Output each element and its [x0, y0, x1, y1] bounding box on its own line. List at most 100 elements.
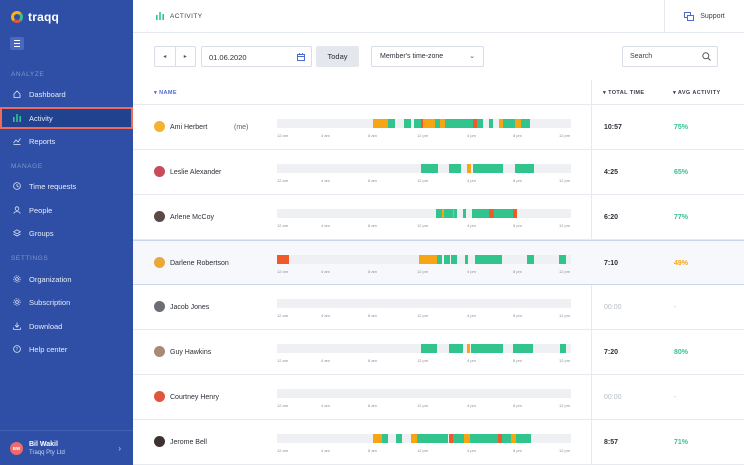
sidebar-item-dashboard[interactable]: Dashboard: [0, 83, 133, 105]
activity-segment[interactable]: [464, 255, 469, 264]
activity-segment[interactable]: [558, 255, 567, 264]
activity-segment[interactable]: [513, 209, 518, 218]
activity-segment[interactable]: [440, 119, 446, 128]
table-row[interactable]: Jerome Bell 12 am 4 am 8 am 12 pm 4 pm 8 pm 12 …: [133, 420, 744, 465]
activity-segment[interactable]: [472, 209, 490, 218]
activity-segment[interactable]: [448, 434, 453, 443]
sidebar-item-groups[interactable]: Groups: [0, 222, 133, 244]
member-name[interactable]: Leslie Alexander: [170, 169, 222, 176]
activity-segment[interactable]: [454, 209, 457, 218]
calendar-icon[interactable]: [297, 53, 305, 61]
activity-segment[interactable]: [511, 434, 517, 443]
activity-segment[interactable]: [526, 255, 535, 264]
sidebar-item-time-requests[interactable]: Time requests: [0, 175, 133, 197]
activity-segment[interactable]: [501, 434, 512, 443]
member-name[interactable]: Jerome Bell: [170, 439, 207, 446]
activity-segment[interactable]: [396, 434, 402, 443]
activity-segment[interactable]: [373, 434, 383, 443]
activity-segment[interactable]: [417, 434, 449, 443]
activity-segment[interactable]: [521, 119, 531, 128]
activity-segment[interactable]: [434, 119, 441, 128]
activity-segment[interactable]: [498, 434, 502, 443]
activity-timeline[interactable]: [277, 209, 571, 218]
activity-segment[interactable]: [420, 344, 438, 353]
activity-segment[interactable]: [382, 434, 389, 443]
table-row[interactable]: Leslie Alexander 12 am 4 am 8 am 12 pm 4 pm 8 …: [133, 150, 744, 195]
activity-segment[interactable]: [469, 434, 499, 443]
activity-segment[interactable]: [444, 255, 451, 264]
activity-segment[interactable]: [477, 119, 483, 128]
activity-segment[interactable]: [499, 119, 504, 128]
column-header-avg-activity[interactable]: ▾ AVG ACTIVITY: [673, 90, 721, 96]
member-name[interactable]: Ami Herbert: [170, 124, 208, 131]
search-input[interactable]: Search: [622, 46, 718, 67]
menu-toggle-button[interactable]: [10, 37, 24, 50]
activity-timeline[interactable]: [277, 344, 571, 353]
sidebar-item-download[interactable]: Download: [0, 315, 133, 337]
activity-segment[interactable]: [420, 119, 424, 128]
activity-segment[interactable]: [404, 119, 411, 128]
member-name[interactable]: Courtney Henry: [170, 394, 220, 401]
activity-segment[interactable]: [489, 209, 495, 218]
activity-segment[interactable]: [467, 344, 470, 353]
activity-timeline[interactable]: [277, 299, 571, 308]
search-icon[interactable]: [702, 52, 711, 61]
activity-segment[interactable]: [414, 119, 421, 128]
activity-timeline[interactable]: [277, 389, 571, 398]
activity-segment[interactable]: [443, 209, 453, 218]
activity-segment[interactable]: [474, 255, 502, 264]
sidebar-item-activity[interactable]: Activity: [0, 107, 133, 129]
sidebar-item-people[interactable]: People: [0, 199, 133, 221]
activity-segment[interactable]: [513, 344, 533, 353]
date-input[interactable]: 01.06.2020: [201, 46, 312, 67]
activity-segment[interactable]: [373, 119, 389, 128]
table-row[interactable]: Guy Hawkins 12 am 4 am 8 am 12 pm 4 pm 8 pm 12 …: [133, 330, 744, 375]
activity-segment[interactable]: [514, 164, 535, 173]
table-row[interactable]: Arlene McCoy 12 am 4 am 8 am 12 pm 4 pm 8 pm 12…: [133, 195, 744, 240]
activity-segment[interactable]: [445, 119, 473, 128]
prev-day-button[interactable]: ◂: [163, 54, 167, 60]
sidebar-item-subscription[interactable]: Subscription: [0, 291, 133, 313]
next-day-button[interactable]: ▸: [174, 47, 196, 66]
activity-segment[interactable]: [410, 434, 418, 443]
timezone-select[interactable]: Member's time-zone ⌄: [371, 46, 484, 67]
activity-segment[interactable]: [449, 344, 464, 353]
activity-segment[interactable]: [516, 434, 531, 443]
activity-segment[interactable]: [470, 344, 504, 353]
activity-segment[interactable]: [503, 119, 515, 128]
member-name[interactable]: Arlene McCoy: [170, 214, 214, 221]
activity-segment[interactable]: [420, 164, 438, 173]
activity-segment[interactable]: [467, 164, 471, 173]
activity-segment[interactable]: [423, 119, 435, 128]
activity-timeline[interactable]: [277, 164, 571, 173]
activity-segment[interactable]: [452, 209, 455, 218]
activity-segment[interactable]: [277, 255, 290, 264]
sidebar-item-organization[interactable]: Organization: [0, 268, 133, 290]
activity-segment[interactable]: [450, 255, 458, 264]
activity-segment[interactable]: [437, 255, 442, 264]
column-header-total-time[interactable]: ▾ TOTAL TIME: [603, 90, 645, 96]
today-button[interactable]: Today: [316, 46, 359, 67]
activity-segment[interactable]: [473, 119, 478, 128]
activity-segment[interactable]: [473, 164, 504, 173]
support-button[interactable]: Support: [664, 0, 744, 33]
activity-segment[interactable]: [441, 209, 444, 218]
activity-segment[interactable]: [494, 209, 513, 218]
activity-segment[interactable]: [464, 434, 470, 443]
table-row[interactable]: Courtney Henry 12 am 4 am 8 am 12 pm 4 pm 8 pm…: [133, 375, 744, 420]
activity-segment[interactable]: [436, 209, 442, 218]
member-name[interactable]: Darlene Robertson: [170, 260, 229, 267]
table-row[interactable]: Jacob Jones 12 am 4 am 8 am 12 pm 4 pm 8 pm 12 …: [133, 285, 744, 330]
app-logo[interactable]: traqq: [11, 10, 59, 24]
table-row[interactable]: Darlene Robertson 12 am 4 am 8 am 12 pm 4 pm 8…: [133, 240, 744, 285]
column-header-name[interactable]: ▾ NAME: [154, 90, 177, 96]
activity-segment[interactable]: [452, 434, 464, 443]
activity-segment[interactable]: [419, 255, 438, 264]
activity-timeline[interactable]: [277, 434, 571, 443]
member-name[interactable]: Jacob Jones: [170, 304, 210, 311]
activity-timeline[interactable]: [277, 255, 571, 264]
activity-segment[interactable]: [449, 164, 461, 173]
activity-segment[interactable]: [463, 209, 467, 218]
sidebar-item-reports[interactable]: Reports: [0, 130, 133, 152]
member-name[interactable]: Guy Hawkins: [170, 349, 212, 356]
